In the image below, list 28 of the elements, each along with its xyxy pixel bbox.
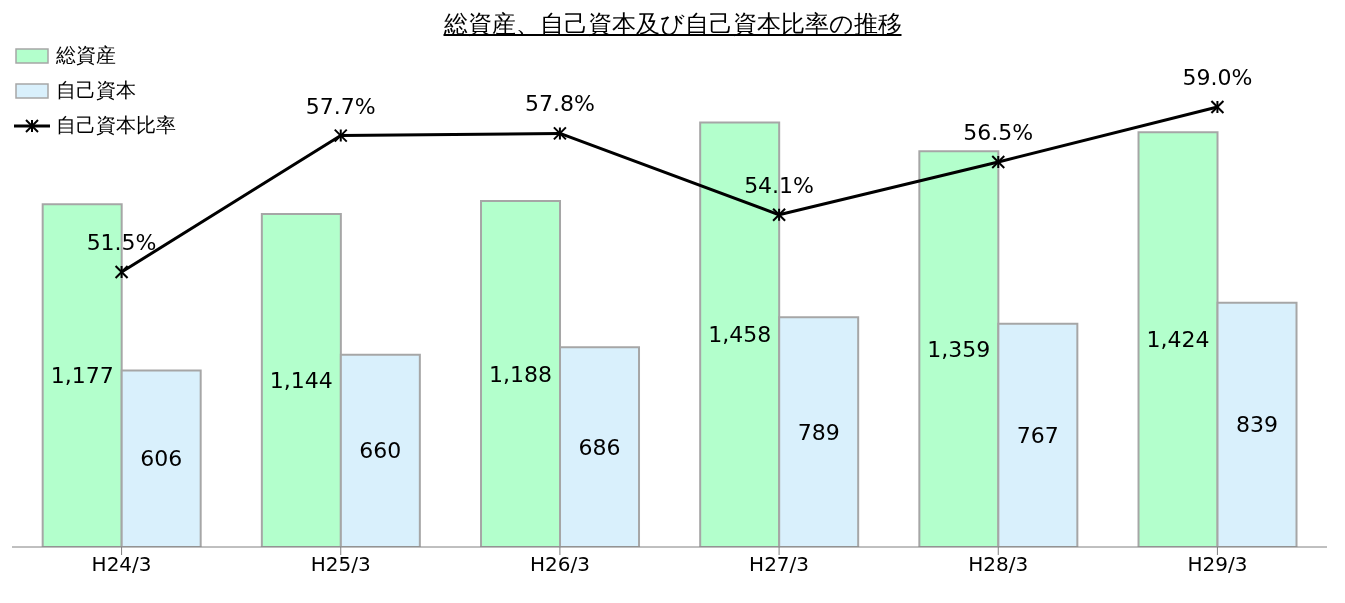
x-tick-label: H27/3 (749, 552, 810, 577)
data-label: 56.5% (963, 120, 1034, 145)
x-tick-label: H29/3 (1187, 552, 1248, 577)
data-label: 1,144 (269, 367, 333, 393)
legend-label: 総資産 (56, 42, 116, 69)
x-tick-label: H28/3 (968, 552, 1029, 577)
data-label: 789 (797, 419, 840, 445)
x-tick-label: H26/3 (529, 552, 590, 577)
legend-label: 自己資本比率 (56, 112, 176, 139)
data-label: 1,177 (50, 363, 114, 389)
data-label: 1,359 (927, 336, 991, 362)
data-label: 57.7% (305, 93, 376, 119)
data-label: 606 (140, 446, 183, 472)
x-tick-label: H24/3 (91, 552, 152, 577)
chart-title: 総資産、自己資本及び自己資本比率の推移 (442, 9, 903, 40)
data-label: 51.5% (86, 230, 157, 255)
data-label: 839 (1236, 412, 1279, 438)
data-label: 767 (1016, 422, 1059, 448)
data-label: 686 (578, 434, 621, 460)
data-label: 1,424 (1146, 327, 1210, 353)
data-label: 54.1% (744, 172, 815, 198)
data-label: 59.0% (1182, 65, 1253, 90)
data-label: 57.8% (524, 91, 595, 117)
legend-label: 自己資本 (56, 77, 136, 104)
data-label: 660 (359, 438, 402, 464)
data-label: 1,188 (489, 361, 553, 387)
data-label: 1,458 (708, 322, 772, 348)
x-tick-label: H25/3 (310, 552, 371, 577)
